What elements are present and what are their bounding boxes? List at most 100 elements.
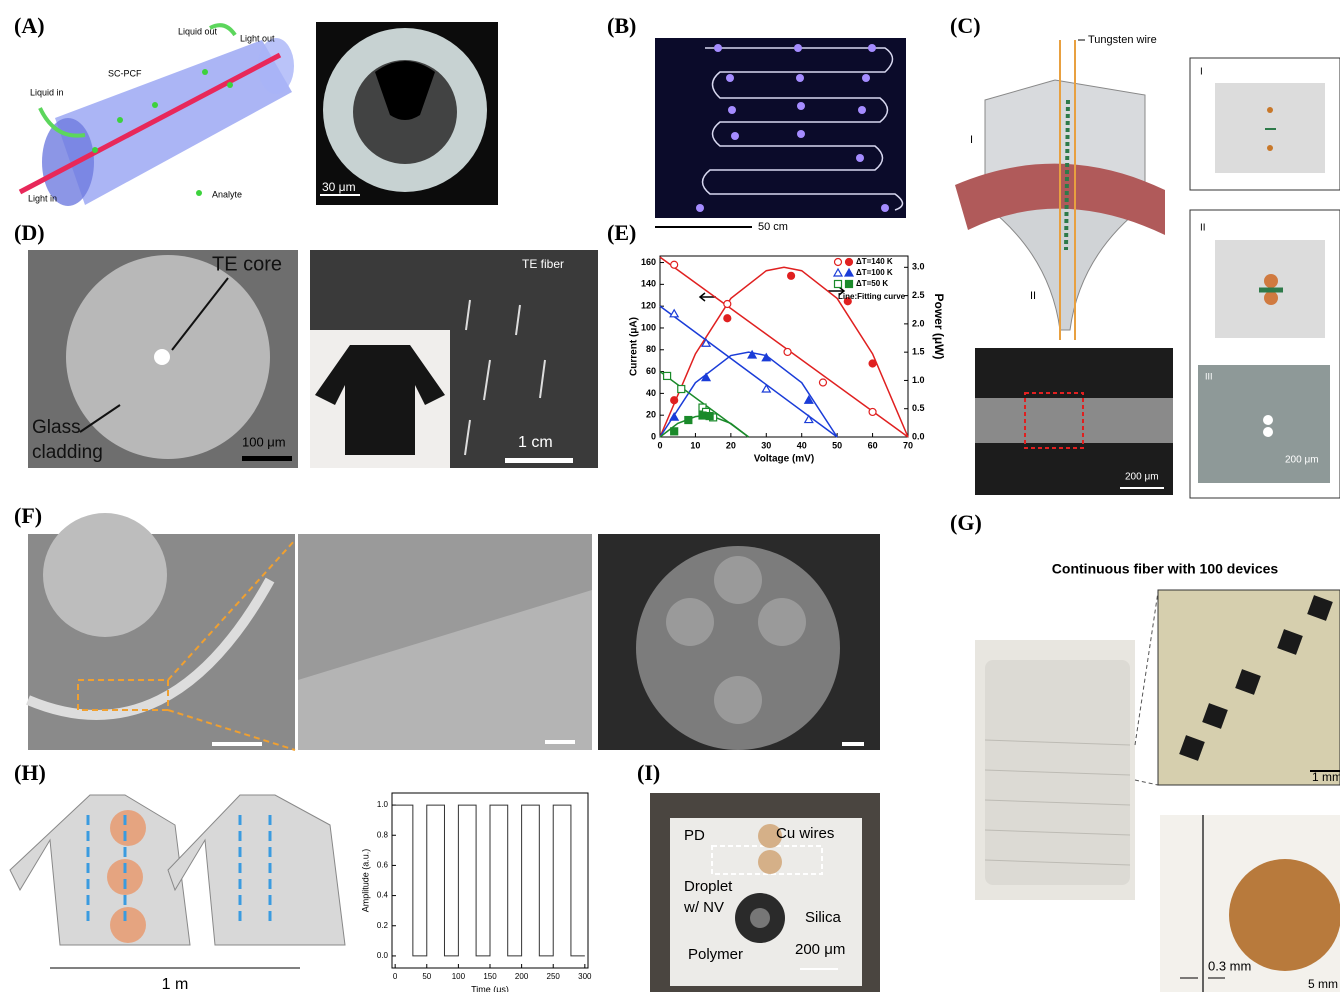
x-tick-label: 0 [393, 972, 398, 981]
panel-text: cladding [32, 442, 103, 463]
y-tick-label: 120 [641, 301, 656, 311]
panel-text: Light in [28, 193, 57, 203]
panel-text: III [1205, 371, 1213, 381]
panel-text: Light out [240, 33, 275, 43]
panel-label: (I) [637, 760, 660, 785]
panel-text: 5 mm [1308, 977, 1338, 991]
x-tick-label: 70 [903, 440, 913, 450]
panel-text: Glass [32, 417, 81, 438]
marker [835, 259, 842, 266]
marker [784, 348, 791, 355]
y-tick-label: 1.0 [377, 800, 389, 809]
y-tick-label: 40 [646, 388, 656, 398]
x-tick-label: 60 [868, 440, 878, 450]
x-tick-label: 100 [452, 972, 466, 981]
y2-tick-label: 2.0 [912, 318, 925, 328]
marker [706, 413, 713, 420]
x-axis-label: Voltage (mV) [754, 454, 814, 465]
panel-text: SC-PCF [108, 68, 142, 78]
y-tick-label: 140 [641, 279, 656, 289]
marker [685, 417, 692, 424]
panel-text: 50 cm [758, 221, 788, 233]
y-tick-label: 100 [641, 322, 656, 332]
sem-f [28, 513, 880, 750]
sem-d [28, 250, 598, 468]
panel-text: Silica [805, 909, 842, 926]
marker [724, 300, 731, 307]
panel-text: 200 μm [1285, 455, 1319, 466]
y2-tick-label: 0.0 [912, 431, 925, 441]
marker [671, 428, 678, 435]
y2-tick-label: 1.0 [912, 375, 925, 385]
y-tick-label: 80 [646, 344, 656, 354]
panel-text: Continuous fiber with 100 devices [1052, 561, 1279, 577]
legend-note: Line:Fitting curve [838, 292, 906, 301]
panel-text: Polymer [688, 946, 743, 963]
x-tick-label: 40 [797, 440, 807, 450]
x-axis-label: Time (μs) [471, 984, 509, 992]
y-tick-label: 20 [646, 410, 656, 420]
x-tick-label: 250 [547, 972, 561, 981]
marker [670, 310, 678, 317]
panel-text: TE core [212, 253, 282, 275]
panel-text: 200 μm [795, 941, 845, 958]
marker [788, 272, 795, 279]
figure: (A)(B)(C)(D)(E)(F)(G)(H)(I)Liquid outLig… [0, 0, 1340, 992]
axis-arrows [700, 287, 844, 301]
y2-tick-label: 2.5 [912, 290, 925, 300]
y2-tick-label: 1.5 [912, 347, 925, 357]
panel-label: (F) [14, 503, 42, 528]
y2-tick-label: 3.0 [912, 262, 925, 272]
panel-label: (H) [14, 760, 46, 785]
panel-label: (B) [607, 13, 636, 38]
panel-text: 30 μm [322, 180, 356, 194]
marker [678, 386, 685, 393]
y-tick-label: 0.6 [377, 861, 389, 870]
panel-label: (D) [14, 220, 45, 245]
panel-text: Liquid out [178, 26, 218, 36]
panel-text: II [1030, 290, 1036, 302]
shirts-h [10, 795, 345, 968]
marker [671, 397, 678, 404]
y-tick-label: 0.0 [377, 951, 389, 960]
panel-text: Cu wires [776, 825, 834, 842]
x-tick-label: 300 [578, 972, 592, 981]
panel-text: w/ NV [683, 899, 724, 916]
marker [869, 408, 876, 415]
legend-entry: ΔT=140 K [856, 257, 893, 266]
marker [845, 269, 853, 276]
y2-tick-label: 0.5 [912, 403, 925, 413]
x-tick-label: 20 [726, 440, 736, 450]
panel-text: 1 mm [1312, 770, 1340, 784]
y2-axis-label: Power (μW) [932, 293, 946, 359]
y-tick-label: 160 [641, 257, 656, 267]
panel-label: (E) [607, 220, 636, 245]
marker [846, 281, 853, 288]
photo-b [655, 38, 906, 227]
panel-text: 200 μm [1125, 472, 1159, 483]
panel-text: 100 μm [242, 434, 286, 449]
marker [724, 315, 731, 322]
panel-text: I [1200, 67, 1203, 78]
panel-label: (G) [950, 510, 982, 535]
x-tick-label: 30 [761, 440, 771, 450]
panel-text: 1 cm [518, 434, 553, 451]
y-tick-label: 0 [651, 431, 656, 441]
y-tick-label: 0.8 [377, 830, 389, 839]
panel-text: Tungsten wire [1088, 34, 1157, 46]
y-axis-label: Current (μA) [629, 317, 640, 376]
panel-text: 1 m [162, 976, 189, 992]
x-tick-label: 0 [657, 440, 662, 450]
panel-text: Liquid in [30, 87, 64, 97]
marker [670, 413, 678, 420]
curve [660, 352, 837, 437]
schematic-a [20, 22, 498, 206]
panel-text: Analyte [212, 189, 242, 199]
y-tick-label: 0.2 [377, 921, 389, 930]
x-tick-label: 50 [832, 440, 842, 450]
panel-text: Droplet [684, 878, 733, 895]
x-tick-label: 50 [422, 972, 431, 981]
panel-text: I [970, 134, 973, 146]
marker [846, 259, 853, 266]
marker [664, 372, 671, 379]
